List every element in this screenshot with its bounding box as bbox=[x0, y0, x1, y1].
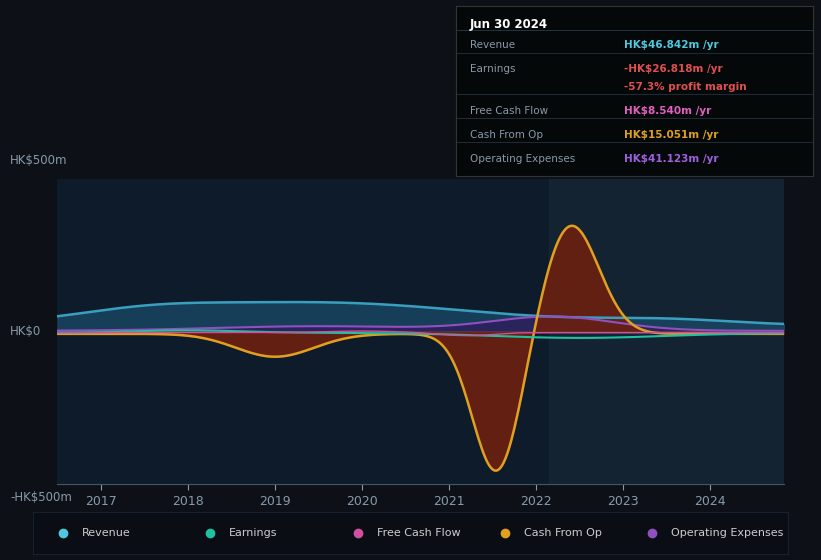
Text: HK$46.842m /yr: HK$46.842m /yr bbox=[623, 40, 718, 50]
Text: Operating Expenses: Operating Expenses bbox=[671, 529, 783, 538]
Text: Free Cash Flow: Free Cash Flow bbox=[470, 106, 548, 116]
Text: HK$500m: HK$500m bbox=[10, 154, 68, 167]
Text: Earnings: Earnings bbox=[470, 64, 516, 74]
Text: -HK$26.818m /yr: -HK$26.818m /yr bbox=[623, 64, 722, 74]
Text: Free Cash Flow: Free Cash Flow bbox=[377, 529, 460, 538]
Text: -HK$500m: -HK$500m bbox=[10, 491, 72, 503]
Text: HK$15.051m /yr: HK$15.051m /yr bbox=[623, 130, 718, 141]
Text: HK$0: HK$0 bbox=[10, 325, 42, 338]
Text: Cash From Op: Cash From Op bbox=[524, 529, 602, 538]
Bar bbox=[549, 179, 784, 484]
Text: Revenue: Revenue bbox=[470, 40, 515, 50]
Text: -57.3% profit margin: -57.3% profit margin bbox=[623, 82, 746, 92]
Text: Revenue: Revenue bbox=[82, 529, 131, 538]
Text: Operating Expenses: Operating Expenses bbox=[470, 154, 576, 164]
Text: HK$8.540m /yr: HK$8.540m /yr bbox=[623, 106, 711, 116]
Text: Earnings: Earnings bbox=[229, 529, 277, 538]
Text: Cash From Op: Cash From Op bbox=[470, 130, 543, 141]
Text: HK$41.123m /yr: HK$41.123m /yr bbox=[623, 154, 718, 164]
Text: Jun 30 2024: Jun 30 2024 bbox=[470, 17, 548, 31]
